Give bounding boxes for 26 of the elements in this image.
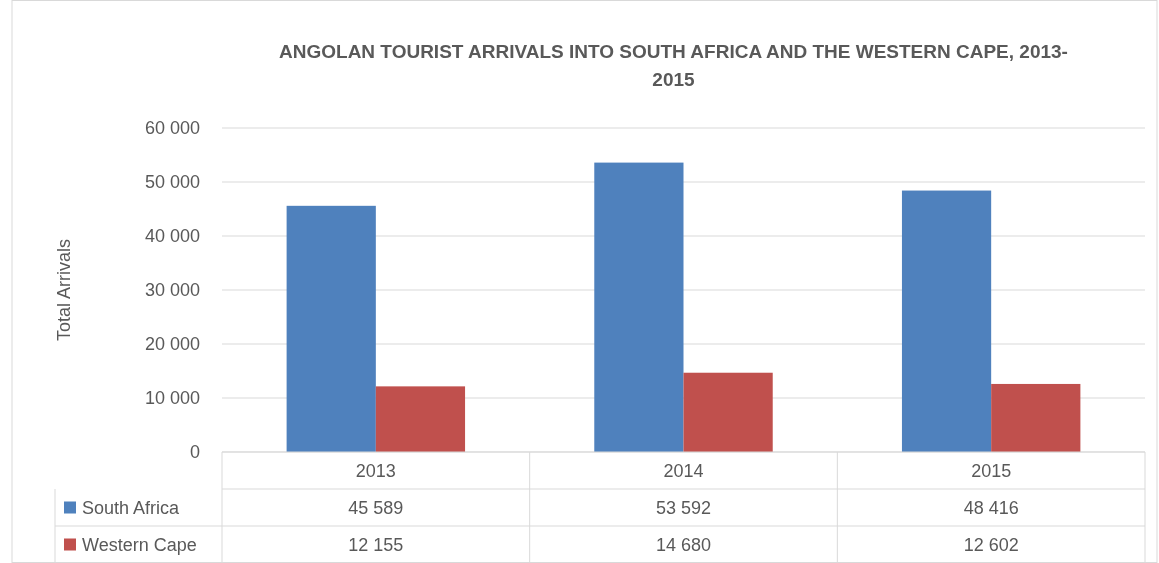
y-tick-label: 50 000 xyxy=(144,172,200,193)
y-tick-label: 30 000 xyxy=(144,280,200,301)
y-tick-label: 20 000 xyxy=(144,334,200,355)
x-tick-label: 2013 xyxy=(355,460,396,481)
data-label: 53 592 xyxy=(655,497,712,518)
data-label: 12 602 xyxy=(963,534,1019,555)
y-tick-label: 40 000 xyxy=(144,226,200,247)
data-label: 14 680 xyxy=(655,534,712,555)
data-label: 45 589 xyxy=(348,497,404,518)
bar xyxy=(594,162,684,452)
y-tick-label: 10 000 xyxy=(144,388,200,409)
y-axis-title: Total Arrivals xyxy=(54,238,74,342)
y-tick-label: 60 000 xyxy=(144,118,200,139)
x-tick-label: 2014 xyxy=(663,460,704,481)
data-label: 12 155 xyxy=(348,534,404,555)
chart-title: ANGOLAN TOURIST ARRIVALS INTO SOUTH AFRICA AND THE WESTERN CAPE, 2013-2015 xyxy=(279,41,1068,90)
x-tick-label: 2015 xyxy=(971,460,1012,481)
data-label: 48 416 xyxy=(963,497,1019,518)
bar xyxy=(375,386,466,452)
legend-label: Western Cape xyxy=(82,534,197,555)
bar xyxy=(991,383,1081,452)
bar xyxy=(286,205,376,452)
bar xyxy=(683,372,773,452)
bar xyxy=(901,190,992,452)
legend-label: South Africa xyxy=(82,497,181,518)
y-tick-label: 0 xyxy=(189,442,200,463)
